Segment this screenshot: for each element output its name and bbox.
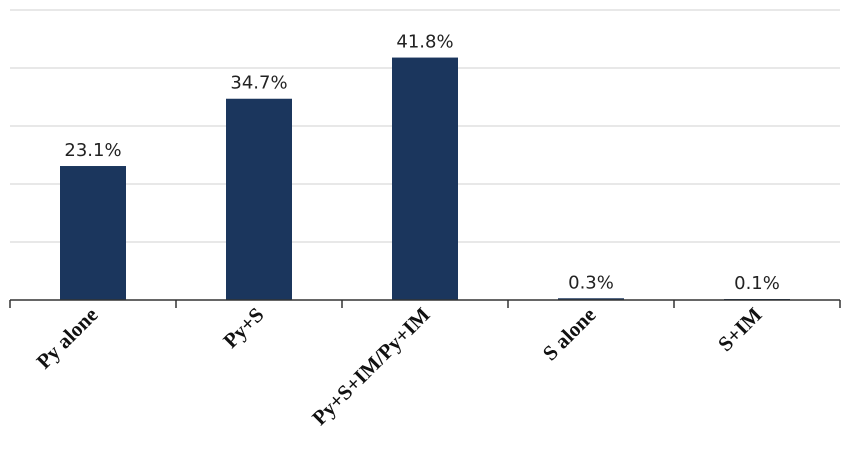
category-label: S alone [538, 303, 601, 366]
category-label: Py alone [32, 303, 103, 374]
data-label: 41.8% [396, 32, 453, 53]
data-labels: 23.1% 34.7% 41.8% 0.3% 0.1% [64, 32, 779, 294]
category-label: S+IM [713, 302, 767, 356]
category-label: Py+S [218, 303, 268, 353]
data-label: 0.3% [568, 272, 614, 293]
data-label: 0.1% [734, 273, 780, 294]
data-label: 34.7% [230, 73, 287, 94]
bars [60, 57, 790, 301]
x-axis-ticks [9, 300, 841, 308]
bar [558, 298, 624, 300]
category-labels: Py alone Py+S Py+S+IM/Py+IM S alone S+IM [32, 302, 767, 429]
category-label: Py+S+IM/Py+IM [307, 302, 434, 429]
bar [226, 98, 292, 301]
data-label: 23.1% [64, 140, 121, 161]
bar [60, 166, 126, 300]
bar [392, 57, 458, 301]
